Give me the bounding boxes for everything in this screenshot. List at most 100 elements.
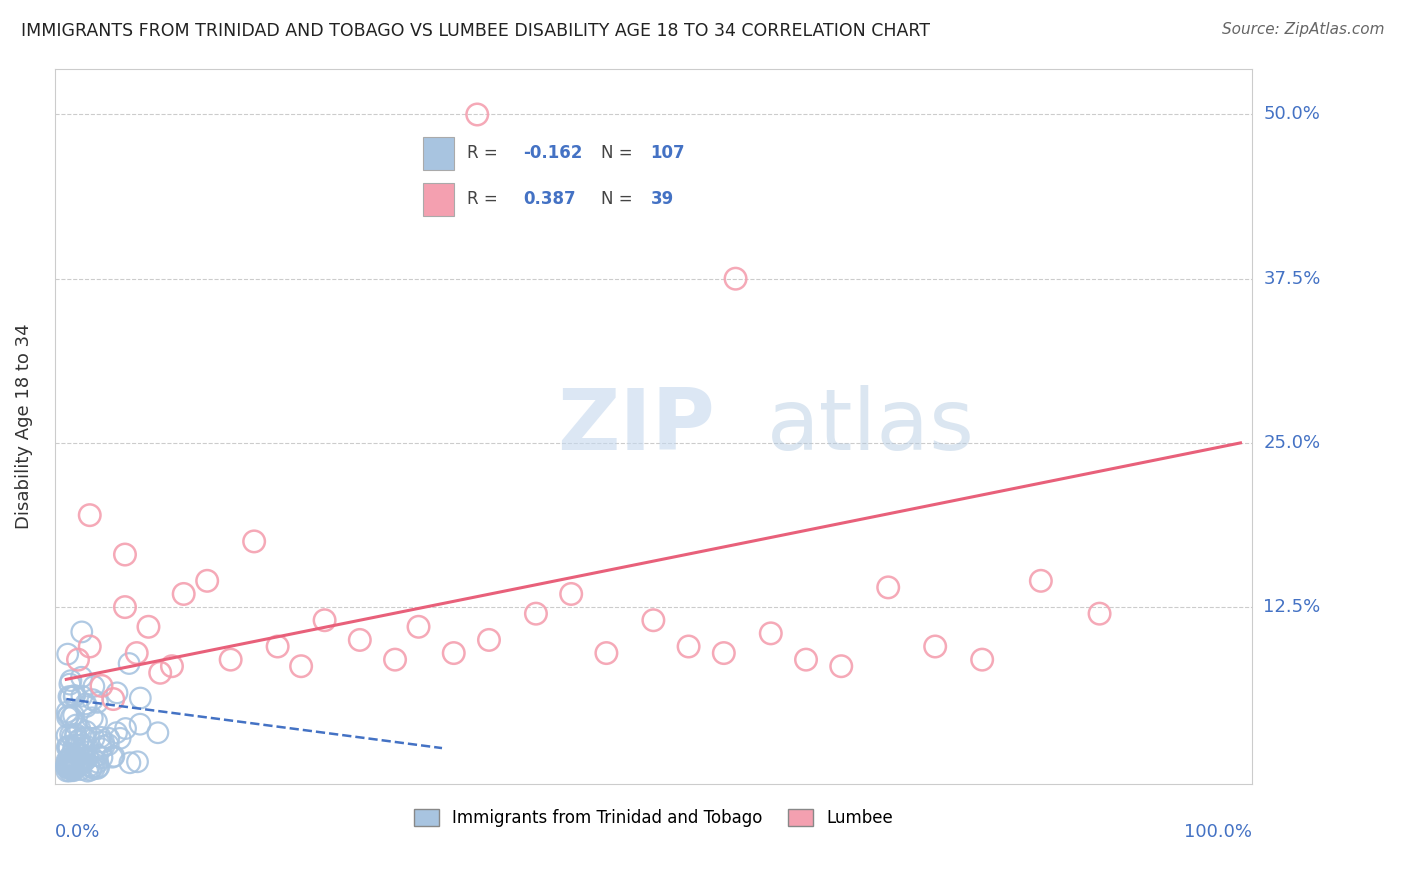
Point	[560, 587, 582, 601]
Point	[56, 755, 79, 769]
Point	[349, 632, 371, 647]
Point	[93, 735, 115, 749]
Point	[76, 739, 98, 754]
Point	[524, 607, 547, 621]
Point	[58, 753, 80, 767]
Point	[86, 761, 108, 775]
Point	[266, 640, 288, 654]
Point	[478, 632, 501, 647]
Point	[63, 689, 86, 703]
Point	[58, 756, 80, 770]
Point	[56, 758, 79, 772]
Point	[59, 673, 82, 688]
Point	[70, 670, 93, 684]
Point	[72, 755, 94, 769]
Point	[56, 740, 79, 755]
Point	[101, 750, 124, 764]
Point	[219, 653, 242, 667]
Text: ZIP: ZIP	[558, 385, 716, 468]
Point	[87, 756, 110, 770]
Text: 37.5%: 37.5%	[1264, 269, 1320, 288]
Point	[59, 752, 82, 766]
Point	[86, 695, 108, 709]
Point	[62, 708, 84, 723]
Point	[70, 756, 93, 770]
Point	[90, 741, 112, 756]
Point	[75, 751, 97, 765]
Text: IMMIGRANTS FROM TRINIDAD AND TOBAGO VS LUMBEE DISABILITY AGE 18 TO 34 CORRELATIO: IMMIGRANTS FROM TRINIDAD AND TOBAGO VS L…	[21, 22, 931, 40]
Text: Source: ZipAtlas.com: Source: ZipAtlas.com	[1222, 22, 1385, 37]
Point	[118, 657, 141, 671]
Point	[65, 747, 87, 761]
Point	[86, 748, 108, 763]
Point	[59, 690, 82, 704]
Point	[97, 738, 120, 752]
Point	[82, 692, 104, 706]
Point	[65, 729, 87, 743]
Point	[62, 740, 84, 755]
Point	[93, 739, 115, 753]
Point	[759, 626, 782, 640]
Point	[62, 756, 84, 770]
Point	[86, 714, 108, 729]
Point	[62, 764, 84, 778]
Point	[97, 731, 120, 746]
Point	[76, 750, 98, 764]
Point	[243, 534, 266, 549]
Point	[105, 686, 128, 700]
Point	[67, 733, 90, 747]
Point	[58, 708, 80, 723]
Point	[83, 762, 105, 776]
Point	[114, 548, 136, 562]
Point	[59, 677, 82, 691]
Point	[63, 753, 86, 767]
Text: 0.0%: 0.0%	[55, 823, 100, 841]
Point	[60, 710, 83, 724]
Point	[63, 690, 86, 704]
Point	[103, 692, 125, 706]
Point	[67, 746, 90, 760]
Point	[72, 740, 94, 755]
Point	[67, 756, 90, 770]
Point	[108, 731, 131, 746]
Point	[79, 763, 101, 777]
Point	[173, 587, 195, 601]
Point	[69, 758, 91, 772]
Point	[56, 764, 79, 778]
Point	[66, 653, 89, 667]
Point	[76, 764, 98, 778]
Point	[195, 574, 218, 588]
Point	[58, 739, 80, 753]
Point	[408, 620, 430, 634]
Point	[384, 653, 406, 667]
Point	[82, 711, 104, 725]
Point	[83, 679, 105, 693]
Point	[129, 717, 152, 731]
Point	[59, 758, 82, 772]
Point	[90, 679, 112, 693]
Point	[118, 756, 141, 770]
Point	[290, 659, 312, 673]
Point	[65, 727, 87, 741]
Point	[59, 728, 82, 742]
Point	[70, 689, 93, 703]
Point	[55, 759, 77, 773]
Text: 50.0%: 50.0%	[1264, 105, 1320, 123]
Point	[63, 758, 86, 772]
Point	[69, 763, 91, 777]
Point	[75, 697, 97, 711]
Point	[314, 613, 336, 627]
Point	[114, 722, 136, 736]
Point	[70, 738, 93, 752]
Point	[103, 749, 125, 764]
Point	[56, 729, 79, 743]
Point	[56, 647, 79, 661]
Point	[58, 764, 80, 778]
Point	[724, 271, 747, 285]
Point	[129, 691, 152, 706]
Point	[127, 755, 149, 769]
Point	[62, 763, 84, 777]
Point	[63, 751, 86, 765]
Point	[75, 731, 97, 746]
Point	[60, 730, 83, 744]
